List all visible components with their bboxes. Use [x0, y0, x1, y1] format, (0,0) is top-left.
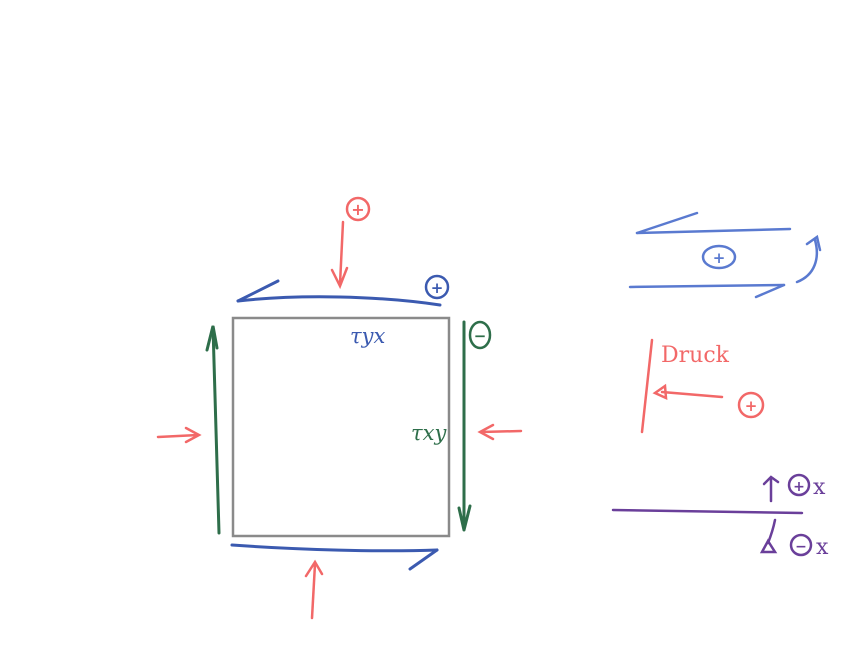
tau-yx-label: τyx: [350, 324, 385, 348]
legend-rotation-axis: [611, 475, 804, 554]
left-shear-arrow: [205, 325, 221, 535]
legend-red-plus-circle: +: [737, 391, 765, 419]
top-red-sign: +: [351, 200, 364, 219]
legend-purple-minus-x: − x: [789, 533, 829, 560]
top-red-plus-circle: +: [345, 196, 371, 222]
left-normal-stress-arrow: [156, 426, 202, 444]
right-shear-arrow: [457, 320, 472, 532]
top-shear-arrow: [236, 279, 442, 307]
legend-shear-couple: [628, 211, 822, 299]
top-blue-plus-circle: +: [424, 274, 450, 300]
legend-red-sign: +: [745, 397, 758, 415]
druck-label: Druck: [661, 343, 730, 368]
right-green-sign: −: [474, 327, 487, 345]
legend-purple-plus-x: + x: [787, 473, 826, 500]
legend-blue-plus-circle: +: [701, 244, 737, 270]
top-normal-stress-arrow: [330, 220, 349, 290]
purple-minus-sign: −: [795, 539, 807, 555]
purple-plus-sign: +: [793, 479, 805, 495]
right-normal-stress-arrow: [477, 423, 523, 441]
purple-plus-x-label: x: [813, 475, 826, 500]
legend-compression: [640, 338, 724, 434]
purple-minus-x-label: x: [816, 535, 829, 560]
right-green-minus-circle: −: [468, 320, 492, 350]
stress-element-square: [231, 316, 451, 538]
tau-xy-label: τxy: [411, 421, 447, 445]
bottom-shear-arrow: [230, 543, 439, 571]
top-blue-sign: +: [431, 279, 444, 297]
legend-blue-sign: +: [713, 249, 726, 267]
bottom-normal-stress-arrow: [304, 559, 324, 620]
